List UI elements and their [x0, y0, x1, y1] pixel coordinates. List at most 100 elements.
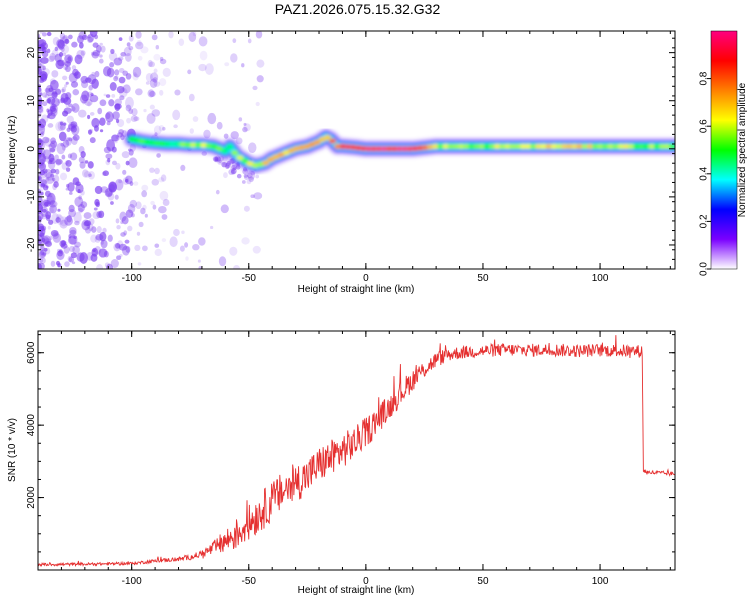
colorbar-tick-label: 0.6	[699, 119, 710, 133]
noise-blob	[232, 38, 237, 44]
ridge-bead	[483, 143, 491, 149]
y-tick-label: 10	[26, 95, 37, 107]
noise-blob	[54, 46, 58, 52]
noise-blob	[42, 149, 52, 160]
ridge-bead	[550, 143, 558, 149]
noise-blob	[243, 205, 250, 212]
noise-blob	[62, 52, 67, 56]
noise-blob	[179, 245, 185, 252]
noise-blob	[128, 46, 134, 51]
noise-blob	[46, 48, 51, 54]
noise-blob	[38, 250, 46, 260]
noise-blob	[187, 69, 192, 75]
noise-blob	[204, 63, 214, 75]
ridge-bead	[329, 138, 337, 144]
noise-blob	[74, 71, 81, 79]
noise-blob	[78, 207, 84, 214]
ridge-bead	[184, 142, 192, 148]
noise-blob	[153, 125, 162, 135]
noise-blob	[229, 164, 236, 171]
noise-blob	[162, 198, 170, 207]
ridge-bead	[596, 143, 605, 149]
noise-blob	[158, 177, 165, 183]
noise-blob	[42, 208, 47, 213]
x-tick-label: 50	[477, 576, 489, 587]
noise-blob	[178, 38, 185, 46]
noise-blob	[38, 162, 46, 171]
noise-blob	[64, 54, 73, 64]
noise-blob	[125, 73, 132, 80]
noise-blob	[198, 36, 208, 47]
noise-blob	[57, 208, 61, 212]
noise-blob	[192, 31, 197, 37]
noise-blob	[67, 182, 75, 193]
noise-blob	[50, 140, 58, 149]
noise-blob	[132, 66, 142, 78]
x-tick-label: -50	[242, 273, 257, 284]
noise-blob	[92, 211, 101, 220]
noise-blob	[87, 35, 91, 39]
noise-blob	[154, 167, 160, 175]
noise-blob	[55, 121, 64, 132]
noise-blob	[244, 174, 250, 180]
noise-blob	[138, 221, 144, 228]
noise-blob	[80, 201, 88, 208]
noise-blob	[213, 156, 219, 163]
noise-blob	[99, 54, 103, 58]
noise-blob	[150, 200, 155, 206]
noise-blob	[56, 39, 65, 48]
noise-blob	[108, 99, 115, 107]
noise-blob	[91, 117, 100, 128]
noise-blob	[149, 90, 156, 97]
noise-blob	[50, 173, 54, 178]
noise-blob	[145, 72, 153, 83]
noise-blob	[84, 220, 92, 227]
noise-blob	[151, 178, 160, 186]
noise-blob	[135, 201, 142, 210]
noise-blob	[54, 53, 62, 63]
noise-blob	[135, 41, 144, 50]
noise-blob	[55, 168, 60, 175]
noise-blob	[55, 159, 62, 166]
spectrogram-y-ticks: -20 -10 0 10 20	[26, 37, 675, 270]
noise-blob	[49, 204, 58, 214]
noise-blob	[148, 61, 155, 68]
noise-blob	[241, 237, 250, 245]
noise-blob	[63, 97, 72, 105]
noise-blob	[118, 37, 123, 41]
snr-panel: -100 -50 0 50 100 2000 4000 6000 Height of str…	[7, 330, 676, 596]
ridge-bead	[359, 146, 368, 151]
noise-blob	[247, 38, 252, 44]
noise-blob	[44, 177, 50, 182]
noise-blob	[49, 147, 56, 153]
noise-blob	[45, 84, 54, 97]
colorbar-label: Normalized spectral amplitude	[737, 82, 748, 217]
noise-blob	[173, 228, 180, 237]
noise-blob	[198, 63, 207, 72]
spectrogram-x-ticks: -100 -50 0 50 100	[37, 31, 671, 284]
noise-blob	[121, 151, 130, 159]
noise-blob	[169, 236, 178, 248]
noise-blob	[62, 110, 69, 117]
noise-blob	[94, 34, 99, 40]
noise-blob	[38, 262, 42, 269]
ridge-bead	[267, 156, 275, 162]
noise-blob	[46, 31, 52, 37]
noise-blob	[44, 94, 50, 99]
noise-blob	[73, 235, 77, 240]
noise-blob	[125, 179, 129, 183]
noise-blob	[59, 219, 68, 229]
noise-blob	[89, 94, 99, 103]
noise-blob	[91, 51, 95, 56]
noise-blob	[115, 243, 121, 249]
noise-blob	[250, 194, 255, 199]
noise-blob	[38, 87, 43, 97]
ridge-bead	[220, 148, 229, 154]
noise-blob	[153, 68, 158, 74]
ridge-bead	[632, 143, 641, 149]
colorbar-scale	[710, 30, 738, 270]
noise-blob	[115, 162, 121, 170]
noise-blob	[66, 137, 70, 142]
noise-blob	[79, 161, 86, 169]
